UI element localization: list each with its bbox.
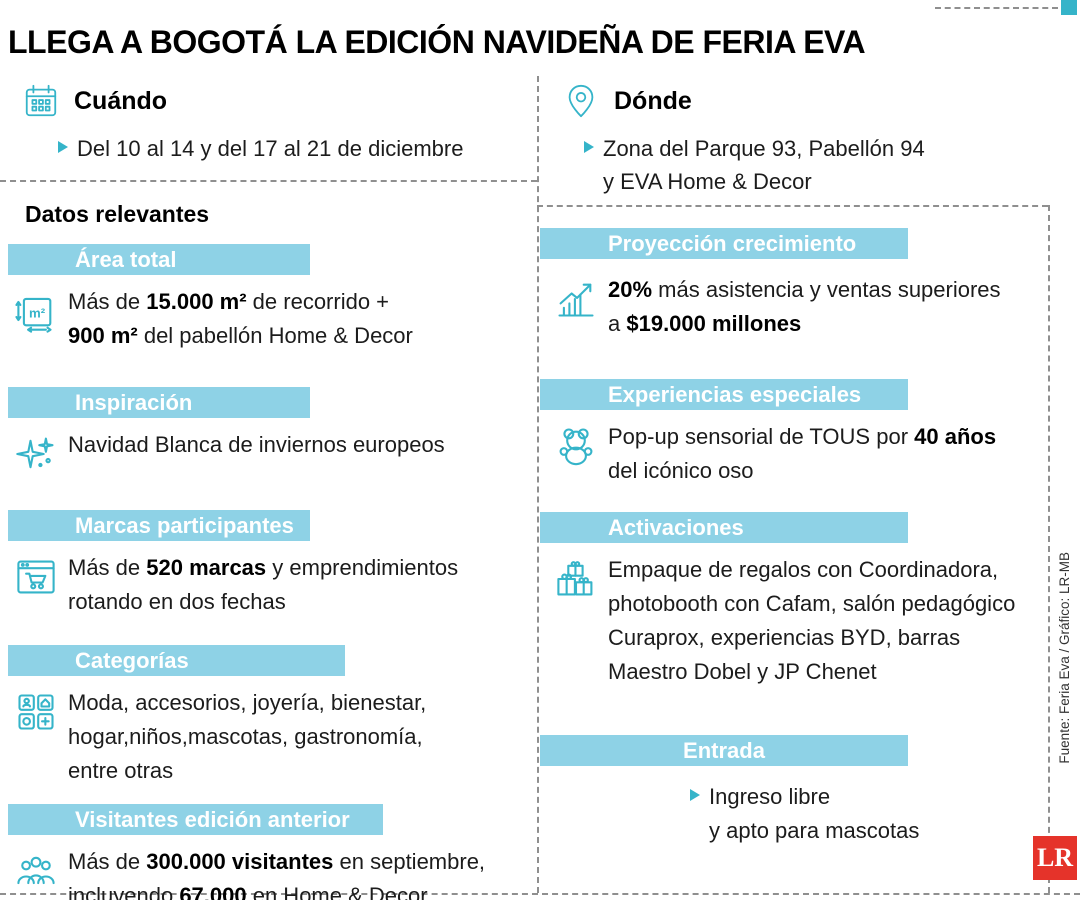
corner-accent-square: [1061, 0, 1077, 15]
section-text: Más de 520 marcas y emprendimientos rota…: [68, 555, 459, 614]
dashed-line-bottom: [0, 893, 1080, 895]
when-label: Cuándo: [74, 86, 168, 115]
left-column: Datos relevantes Área total m² Más de 15…: [0, 195, 530, 900]
growth-chart-icon: [554, 277, 598, 321]
section-text: Más de 300.000 visitantes en septiembre,…: [68, 849, 486, 900]
teddy-bear-icon: [554, 424, 598, 468]
section-text: 20% más asistencia y ventas superiores a…: [608, 277, 1001, 336]
section-visitantes: Visitantes edición anterior Más de 300.0…: [0, 804, 530, 900]
section-text: Navidad Blanca de inviernos europeos: [68, 432, 445, 457]
dashed-line-right-side: [1048, 205, 1050, 893]
dashed-line-top-right: [935, 7, 1058, 9]
bullet-arrow-icon: [584, 141, 594, 153]
section-banner: Entrada: [540, 735, 908, 766]
sparkles-icon: [14, 432, 58, 476]
right-column: Proyección crecimiento 20% más asistenci…: [540, 222, 1045, 848]
section-experiencias: Experiencias especiales Pop-up sensorial…: [540, 379, 1045, 488]
section-proyeccion: Proyección crecimiento 20% más asistenci…: [540, 228, 1045, 341]
dashed-line-left: [0, 180, 537, 182]
section-categorias: Categorías Moda, accesorios, joyería, bi…: [0, 645, 530, 788]
section-text: Moda, accesorios, joyería, bienestar, ho…: [68, 690, 427, 783]
source-credit: Fuente: Feria Eva / Gráfico: LR-MB: [1057, 552, 1072, 764]
calendar-icon: [22, 82, 60, 120]
section-banner: Proyección crecimiento: [540, 228, 908, 259]
categories-grid-icon: [14, 690, 58, 734]
section-text: Ingreso libre y apto para mascotas: [709, 784, 920, 843]
section-banner: Activaciones: [540, 512, 908, 543]
section-banner: Visitantes edición anterior: [8, 804, 383, 835]
section-inspiracion: Inspiración Navidad Blanca de inviernos …: [0, 387, 530, 476]
page-title: LLEGA A BOGOTÁ LA EDICIÓN NAVIDEÑA DE FE…: [8, 24, 866, 60]
lr-logo: LR: [1033, 836, 1077, 880]
svg-text:m²: m²: [29, 306, 46, 321]
bullet-arrow-icon: [58, 141, 68, 153]
when-text: Del 10 al 14 y del 17 al 21 de diciembre: [77, 136, 464, 161]
section-text: Más de 15.000 m² de recorrido + 900 m² d…: [68, 289, 413, 348]
dashed-line-right-top: [537, 205, 1048, 207]
section-banner: Marcas participantes: [8, 510, 310, 541]
where-text: Zona del Parque 93, Pabellón 94 y EVA Ho…: [603, 136, 925, 194]
section-activaciones: Activaciones Empaque de rega: [540, 512, 1045, 689]
when-block: Cuándo Del 10 al 14 y del 17 al 21 de di…: [22, 82, 463, 165]
location-pin-icon: [562, 82, 600, 120]
where-block: Dónde Zona del Parque 93, Pabellón 94 y …: [562, 82, 925, 198]
left-column-heading: Datos relevantes: [25, 201, 210, 227]
section-text: Pop-up sensorial de TOUS por 40 años del…: [608, 424, 997, 483]
storefront-icon: [14, 555, 58, 599]
section-banner: Área total: [8, 244, 310, 275]
visitors-crowd-icon: [14, 849, 58, 893]
section-entrada: Entrada Ingreso libre y apto para mascot…: [540, 735, 1045, 848]
bullet-arrow-icon: [690, 789, 700, 801]
section-text: Empaque de regalos con Coordinadora, pho…: [608, 557, 1016, 684]
section-area-total: Área total m² Más de 15.000 m² de recorr…: [0, 244, 530, 353]
section-banner: Experiencias especiales: [540, 379, 908, 410]
section-banner: Inspiración: [8, 387, 310, 418]
dashed-divider-center: [537, 76, 539, 893]
section-banner: Categorías: [8, 645, 345, 676]
section-marcas: Marcas participantes Más de 520 marcas y…: [0, 510, 530, 619]
gift-boxes-icon: [554, 557, 598, 601]
square-meters-icon: m²: [14, 289, 58, 333]
where-label: Dónde: [614, 86, 692, 115]
